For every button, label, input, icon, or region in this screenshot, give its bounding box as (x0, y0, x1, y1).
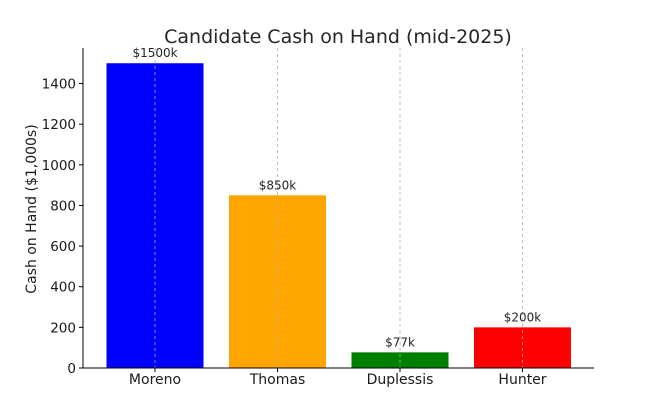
y-tick-label: 1400 (42, 77, 76, 93)
data-label-hunter: $200k (504, 310, 542, 324)
y-tick-label: 1200 (42, 117, 76, 133)
x-tick-label-duplessis: Duplessis (367, 372, 434, 388)
chart-title: Candidate Cash on Hand (mid-2025) (164, 26, 512, 48)
data-label-moreno: $1500k (132, 46, 177, 60)
bars (106, 63, 571, 368)
y-tick-label: 200 (50, 320, 76, 336)
y-tick-label: 800 (50, 198, 76, 214)
axes (82, 48, 594, 369)
y-ticks: 0 200 400 600 800 1000 1200 1400 (42, 77, 83, 377)
data-label-thomas: $850k (259, 178, 297, 192)
x-tick-label-thomas: Thomas (249, 372, 306, 388)
data-labels: $1500k $850k $77k $200k (132, 46, 541, 349)
y-tick-label: 1000 (42, 158, 76, 174)
y-axis-label: Cash on Hand ($1,000s) (24, 124, 40, 293)
x-tick-label-hunter: Hunter (498, 372, 546, 388)
gridlines (154, 48, 523, 368)
data-label-duplessis: $77k (385, 335, 415, 349)
x-tick-label-moreno: Moreno (129, 372, 181, 388)
y-tick-label: 0 (67, 361, 76, 377)
x-ticks: Moreno Thomas Duplessis Hunter (129, 368, 547, 388)
y-tick-label: 600 (50, 239, 76, 255)
y-tick-label: 400 (50, 280, 76, 296)
